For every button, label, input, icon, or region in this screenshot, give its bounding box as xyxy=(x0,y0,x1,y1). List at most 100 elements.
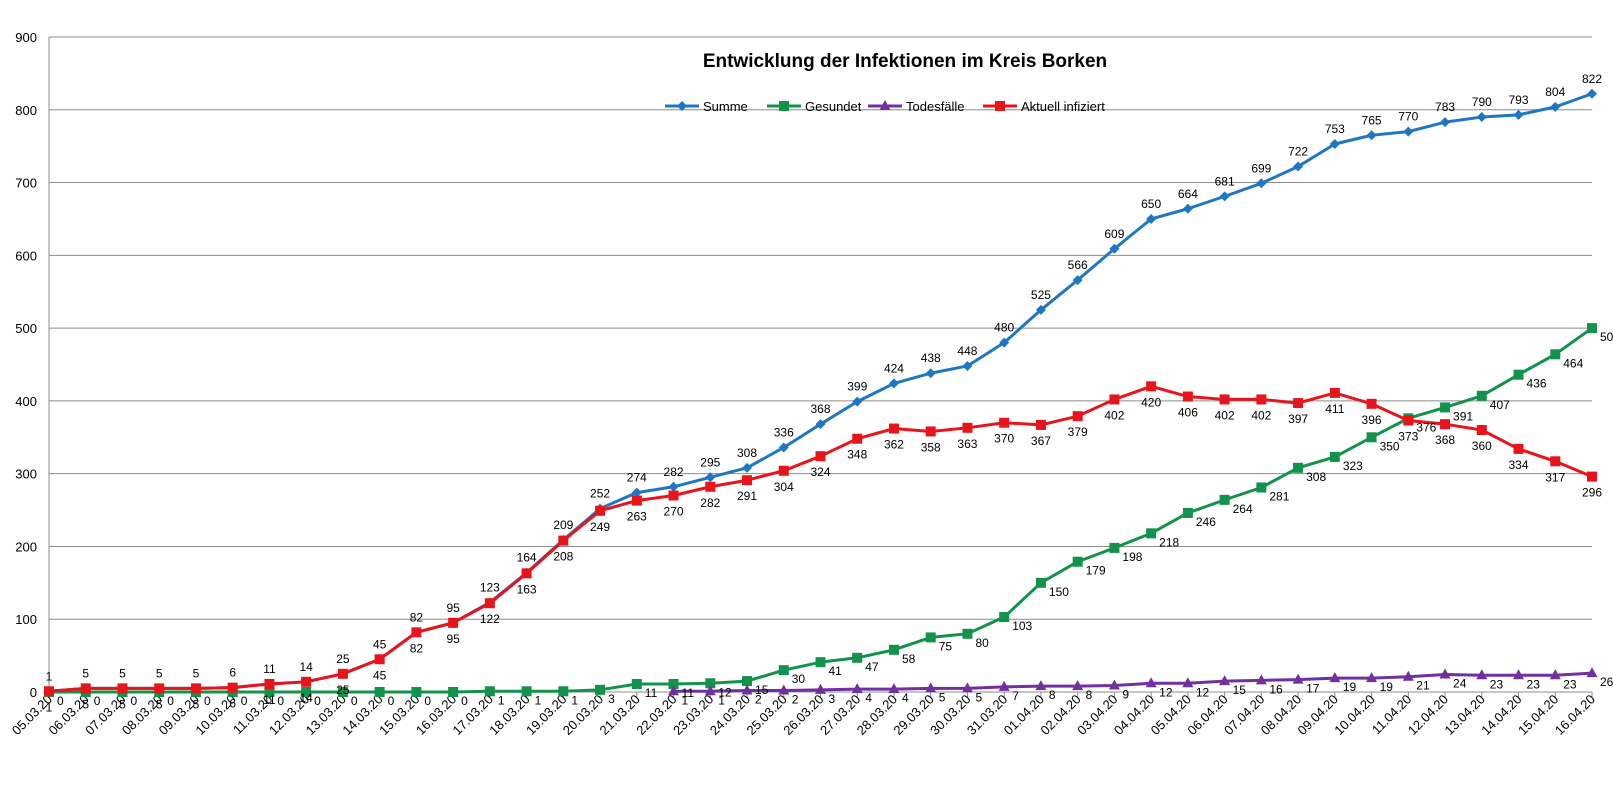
data-point xyxy=(815,683,826,694)
data-point xyxy=(631,495,642,506)
data-label: 0 xyxy=(351,694,358,708)
y-tick-label: 900 xyxy=(15,30,37,45)
data-label: 82 xyxy=(410,641,424,655)
data-label: 15 xyxy=(755,683,769,697)
data-point xyxy=(1440,419,1451,430)
series-todesf-lle xyxy=(668,667,1598,696)
legend-marker xyxy=(995,101,1005,111)
data-point xyxy=(301,676,312,687)
data-label: 391 xyxy=(1453,409,1473,423)
data-point xyxy=(888,423,899,434)
data-label: 406 xyxy=(1178,406,1198,420)
data-label: 699 xyxy=(1251,161,1271,175)
data-label: 722 xyxy=(1288,145,1308,159)
chart-title: Entwicklung der Infektionen im Kreis Bor… xyxy=(703,51,1107,72)
data-point xyxy=(1293,398,1304,409)
data-label: 8 xyxy=(1086,688,1093,702)
y-tick-label: 600 xyxy=(15,248,37,263)
data-point xyxy=(1513,443,1524,454)
data-label: 566 xyxy=(1068,258,1088,272)
data-point xyxy=(1255,674,1267,685)
data-label: 1 xyxy=(535,693,542,707)
data-point xyxy=(1146,381,1157,392)
data-label: 650 xyxy=(1141,197,1161,211)
data-label: 11 xyxy=(263,662,276,676)
data-label: 5 xyxy=(193,697,200,711)
data-label: 396 xyxy=(1362,413,1382,427)
data-label: 282 xyxy=(700,496,720,510)
data-label: 402 xyxy=(1104,408,1124,422)
data-label: 681 xyxy=(1215,174,1235,188)
data-label: 362 xyxy=(884,438,904,452)
data-point xyxy=(1476,669,1488,680)
data-point xyxy=(484,598,495,609)
data-label: 480 xyxy=(994,321,1014,335)
data-point xyxy=(999,612,1010,623)
data-point xyxy=(815,657,826,668)
data-point xyxy=(1366,672,1378,683)
data-label: 47 xyxy=(865,660,879,674)
data-label: 2 xyxy=(755,693,762,707)
series-line xyxy=(49,326,1593,694)
data-label: 45 xyxy=(373,668,387,682)
data-label: 609 xyxy=(1104,227,1124,241)
data-label: 308 xyxy=(737,446,757,460)
data-label: 525 xyxy=(1031,288,1051,302)
data-point xyxy=(852,433,863,444)
data-label: 14 xyxy=(299,660,313,674)
data-label: 1 xyxy=(682,693,689,707)
data-label: 370 xyxy=(994,432,1014,446)
data-point xyxy=(888,378,899,389)
data-label: 14 xyxy=(299,691,313,705)
data-point xyxy=(448,617,459,628)
data-point xyxy=(962,628,973,639)
data-label: 21 xyxy=(1416,679,1430,693)
legend-label: Aktuell infiziert xyxy=(1021,99,1105,114)
data-label: 373 xyxy=(1398,430,1418,444)
data-point xyxy=(1108,679,1120,690)
data-label: 783 xyxy=(1435,100,1455,114)
data-point xyxy=(1587,88,1597,99)
data-point xyxy=(925,682,937,693)
data-point xyxy=(1035,304,1046,315)
data-point xyxy=(999,337,1010,348)
data-label: 804 xyxy=(1545,85,1565,99)
data-point xyxy=(264,687,275,697)
data-point xyxy=(1146,528,1157,539)
data-point xyxy=(778,465,789,476)
data-label: 1 xyxy=(46,669,53,683)
data-point xyxy=(925,426,936,437)
data-label: 30 xyxy=(792,672,806,686)
data-label: 164 xyxy=(517,551,537,565)
data-point xyxy=(1182,677,1194,688)
series-gesundet xyxy=(44,323,1597,697)
data-label: 4 xyxy=(902,691,909,705)
data-point xyxy=(668,678,679,689)
data-point xyxy=(411,627,422,638)
data-label: 179 xyxy=(1086,564,1106,578)
data-point xyxy=(337,668,348,679)
data-label: 348 xyxy=(847,448,867,462)
data-point xyxy=(1476,425,1487,435)
data-label: 82 xyxy=(410,610,424,624)
data-label: 308 xyxy=(1306,470,1326,484)
data-point xyxy=(154,683,165,694)
data-label: 103 xyxy=(1012,619,1032,633)
data-label: 6 xyxy=(229,666,236,680)
data-point xyxy=(1109,243,1120,254)
series-line xyxy=(48,92,1593,693)
data-point xyxy=(1292,673,1304,684)
data-point xyxy=(301,687,312,697)
data-label: 295 xyxy=(700,455,720,469)
data-point xyxy=(1550,456,1561,467)
data-point xyxy=(1587,323,1597,334)
data-label: 282 xyxy=(664,465,684,479)
data-label: 0 xyxy=(130,694,137,708)
data-label: 0 xyxy=(388,694,395,708)
data-label: 209 xyxy=(553,518,573,532)
data-label: 368 xyxy=(810,402,830,416)
data-label: 397 xyxy=(1288,412,1308,426)
data-point xyxy=(742,676,753,687)
data-point xyxy=(961,682,973,693)
data-point xyxy=(742,462,753,473)
